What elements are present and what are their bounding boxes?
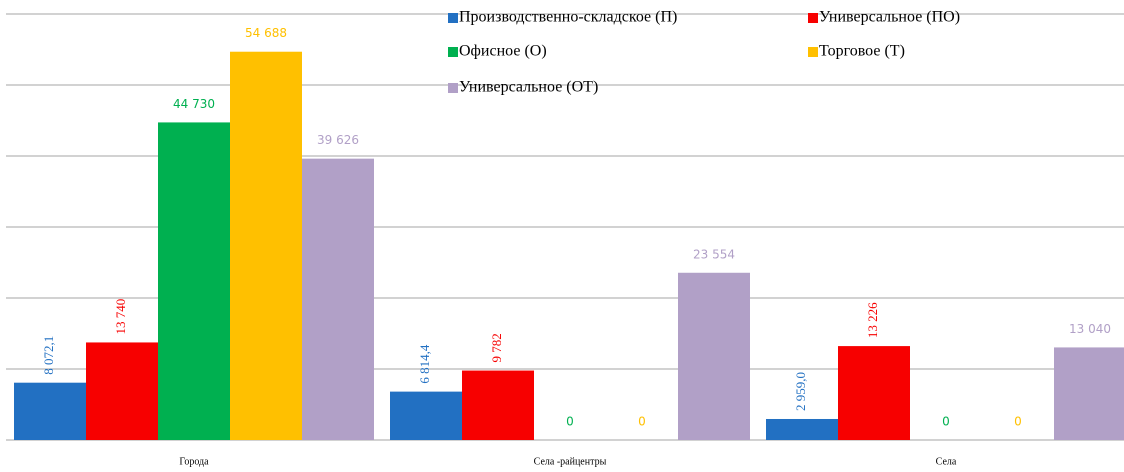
data-label: 13 226 bbox=[865, 302, 880, 338]
data-label: 23 554 bbox=[693, 247, 735, 261]
legend-label: Универсальное (ПО) bbox=[819, 9, 960, 26]
legend-swatch bbox=[448, 13, 458, 23]
legend-label: Офисное (О) bbox=[459, 43, 547, 60]
data-label: 2 959,0 bbox=[793, 372, 808, 411]
legend-swatch bbox=[448, 47, 458, 57]
data-label: 8 072,1 bbox=[41, 336, 56, 375]
bar bbox=[1054, 347, 1124, 440]
data-label: 13 040 bbox=[1069, 322, 1111, 336]
x-tick-label: Села bbox=[936, 456, 957, 467]
data-label: 39 626 bbox=[317, 133, 359, 147]
legend-label: Универсальное (ОТ) bbox=[459, 79, 598, 96]
bar bbox=[766, 418, 838, 440]
legend-swatch bbox=[808, 13, 818, 23]
legend-swatch bbox=[808, 47, 818, 57]
data-label: 9 782 bbox=[489, 333, 504, 362]
data-label: 0 bbox=[1014, 415, 1022, 429]
bar bbox=[230, 51, 302, 440]
bar bbox=[14, 382, 86, 440]
data-label: 0 bbox=[638, 415, 646, 429]
legend-swatch bbox=[448, 83, 458, 93]
bar bbox=[678, 272, 750, 440]
bar bbox=[158, 122, 230, 441]
bar bbox=[86, 342, 158, 440]
bar bbox=[302, 158, 374, 440]
legend-label: Производственно-складское (П) bbox=[459, 9, 677, 26]
legend-label: Торговое (Т) bbox=[819, 43, 905, 60]
x-tick-label: Города bbox=[179, 456, 209, 467]
x-tick-label: Села -райцентры bbox=[534, 456, 607, 467]
data-label: 0 bbox=[942, 415, 950, 429]
data-label: 44 730 bbox=[173, 97, 215, 111]
data-label: 6 814,4 bbox=[417, 344, 432, 384]
bar bbox=[390, 391, 462, 440]
data-label: 13 740 bbox=[113, 299, 128, 335]
bar bbox=[838, 346, 910, 440]
data-label: 54 688 bbox=[245, 26, 287, 40]
bar bbox=[462, 370, 534, 440]
data-label: 0 bbox=[566, 415, 574, 429]
